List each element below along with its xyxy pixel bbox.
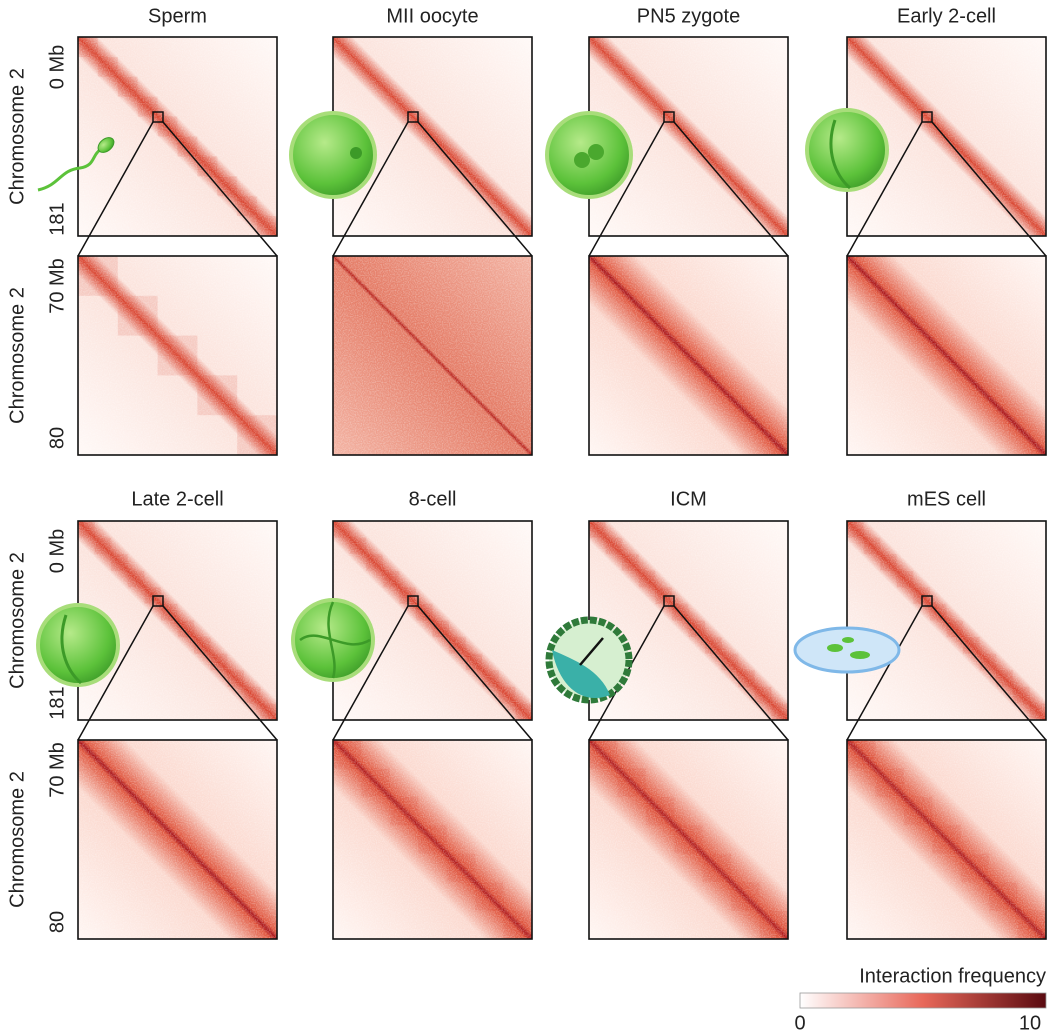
- axis-label: Chromosome 2: [6, 287, 28, 424]
- zoom-line: [673, 121, 789, 257]
- cell-icon: [289, 111, 377, 199]
- axis-end: 80: [46, 427, 68, 449]
- zoom-line: [417, 605, 533, 741]
- zoom-line: [162, 605, 278, 741]
- zoom-line: [332, 605, 409, 741]
- noise: [589, 256, 788, 455]
- axis-label: Chromosome 2: [6, 552, 28, 689]
- heatmap-frame: [332, 739, 533, 940]
- cell-illustration: [36, 603, 120, 687]
- heatmap-frame: [77, 36, 278, 237]
- cell-icon: [36, 603, 120, 687]
- cell-illustration: [37, 137, 115, 192]
- panel-title: Late 2-cell: [131, 488, 223, 510]
- axis-end: 181: [46, 202, 68, 235]
- zoom-box: [152, 111, 164, 123]
- zoom-line: [846, 605, 923, 741]
- zoom-line: [417, 121, 533, 257]
- zoom-box: [407, 595, 419, 607]
- axis-start: 0 Mb: [46, 529, 68, 573]
- heatmap-frame: [846, 520, 1047, 721]
- axis-label: Chromosome 2: [6, 68, 28, 205]
- colorbar-title: Interaction frequency: [859, 965, 1046, 987]
- colorbar-max: 10: [1019, 1012, 1041, 1034]
- nucleus: [350, 147, 362, 159]
- nucleus: [588, 144, 604, 160]
- dish: [793, 626, 901, 674]
- panel-title: 8-cell: [409, 488, 457, 510]
- noise: [333, 740, 532, 939]
- noise: [78, 37, 277, 236]
- noise: [333, 256, 532, 455]
- zoom-box: [921, 595, 933, 607]
- zoom-box: [663, 595, 675, 607]
- axis-start: 70 Mb: [46, 258, 68, 314]
- zoom-box: [921, 111, 933, 123]
- panel-title: Early 2-cell: [897, 5, 996, 27]
- panel-title: MII oocyte: [386, 5, 478, 27]
- noise: [78, 740, 277, 939]
- colony: [850, 651, 870, 659]
- axis-label: Chromosome 2: [6, 771, 28, 908]
- zoom-line: [846, 121, 923, 257]
- axis-start: 70 Mb: [46, 742, 68, 798]
- nucleus: [574, 152, 590, 168]
- zoom-box: [152, 595, 164, 607]
- panel-title: ICM: [670, 488, 707, 510]
- division: [299, 601, 371, 679]
- division: [60, 614, 83, 685]
- zoom-line: [332, 121, 409, 257]
- cell-illustration: [545, 616, 633, 704]
- panel-title: PN5 zygote: [637, 5, 740, 27]
- cell-illustration: [545, 111, 633, 199]
- heatmap-frame: [77, 739, 278, 940]
- axis-end: 181: [46, 686, 68, 719]
- heatmap-frame: [846, 739, 1047, 940]
- axis-end: 80: [46, 911, 68, 933]
- colony: [827, 644, 843, 652]
- noise: [847, 521, 1046, 720]
- zoom-line: [673, 605, 789, 741]
- arrow: [579, 637, 604, 666]
- division: [829, 119, 852, 190]
- heatmap-frame: [77, 255, 278, 456]
- colorbar: [799, 992, 1047, 1009]
- cell-illustration: [289, 111, 377, 199]
- noise: [589, 740, 788, 939]
- axis-start: 0 Mb: [46, 45, 68, 89]
- zoom-line: [931, 605, 1047, 741]
- zoom-line: [931, 121, 1047, 257]
- zoom-line: [77, 605, 154, 741]
- zoom-line: [162, 121, 278, 257]
- sperm-head: [97, 137, 115, 153]
- cell-illustration: [793, 626, 901, 674]
- zoom-line: [588, 121, 665, 257]
- cell-illustration: [805, 108, 889, 192]
- heatmap-frame: [588, 255, 789, 456]
- zoom-box: [407, 111, 419, 123]
- zoom-box: [663, 111, 675, 123]
- noise: [78, 256, 277, 455]
- cell-icon: [805, 108, 889, 192]
- zoom-line: [77, 121, 154, 257]
- panel-title: Sperm: [148, 5, 207, 27]
- noise: [847, 740, 1046, 939]
- icm: [552, 650, 610, 698]
- sperm-tail: [37, 148, 101, 192]
- heatmap-frame: [588, 739, 789, 940]
- noise: [847, 256, 1046, 455]
- cell-illustration: [291, 598, 375, 682]
- colorbar-min: 0: [794, 1012, 805, 1034]
- heatmap-frame: [332, 255, 533, 456]
- colony: [842, 637, 854, 643]
- panel-title: mES cell: [907, 488, 986, 510]
- heatmap-frame: [846, 255, 1047, 456]
